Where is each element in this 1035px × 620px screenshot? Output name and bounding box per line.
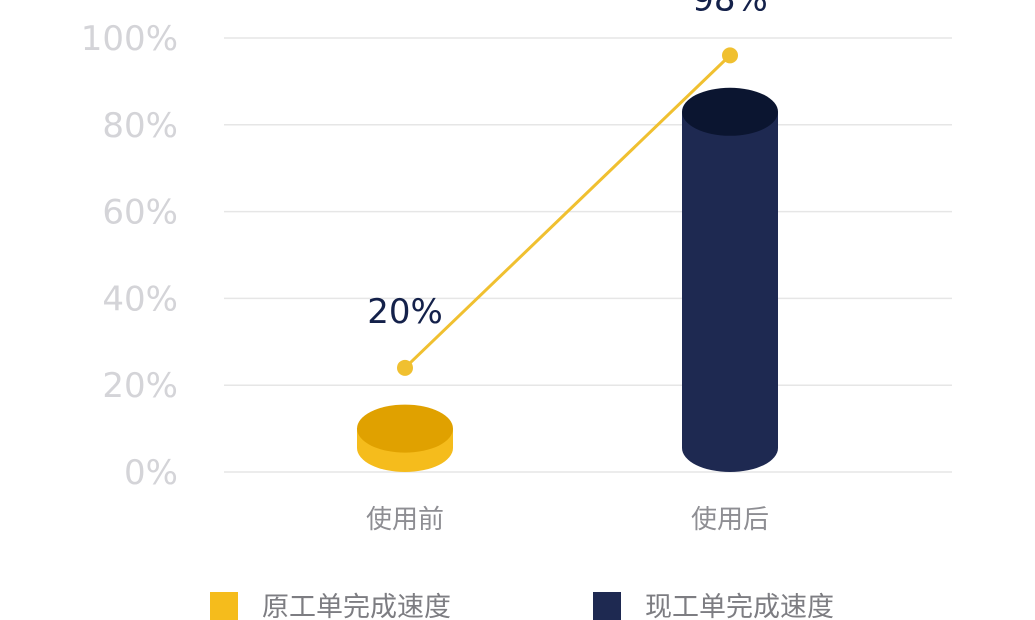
- y-tick-label: 60%: [102, 193, 178, 233]
- data-label-0: 20%: [367, 292, 443, 332]
- data-label-layer: 20% 98%: [367, 0, 768, 332]
- legend-label: 原工单完成速度: [262, 592, 451, 620]
- bar-top-cap-0: [357, 404, 453, 453]
- bar-body-1: [682, 111, 778, 472]
- y-tick-label: 20%: [102, 366, 178, 406]
- trend-line: [403, 54, 732, 369]
- x-category-label: 使用前: [366, 505, 444, 535]
- y-tick-label: 100%: [81, 19, 178, 59]
- y-tick-label: 40%: [102, 279, 178, 319]
- grid-layer: [224, 37, 952, 473]
- data-label-1: 98%: [692, 0, 768, 19]
- bar-layer: [357, 87, 778, 472]
- line-layer: [397, 47, 738, 376]
- trend-point-1: [722, 47, 738, 64]
- bar-0: [357, 404, 453, 472]
- trend-point-0: [397, 359, 413, 376]
- legend-entry-0: 原工单完成速度: [210, 592, 451, 620]
- bar-top-cap-1: [682, 87, 778, 136]
- legend-swatch: [210, 592, 238, 620]
- y-axis-ticks: 0% 20% 40% 60% 80% 100%: [81, 19, 178, 493]
- legend-entry-1: 现工单完成速度: [593, 592, 834, 620]
- y-tick-label: 80%: [102, 106, 178, 146]
- x-axis-categories: 使用前 使用后: [366, 505, 769, 535]
- y-tick-label: 0%: [124, 453, 178, 493]
- x-category-label: 使用后: [691, 505, 769, 535]
- legend-swatch: [593, 592, 621, 620]
- bar-1: [682, 87, 778, 472]
- legend-label: 现工单完成速度: [645, 592, 834, 620]
- legend: 原工单完成速度 现工单完成速度: [210, 592, 834, 620]
